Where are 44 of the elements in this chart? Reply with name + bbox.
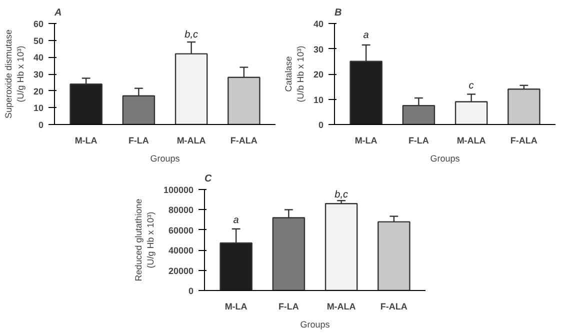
y-tick-label: 30	[33, 70, 44, 80]
chart-title: A	[54, 8, 62, 18]
y-axis-title: Reduced glutathione (U/g Hb x 10³)	[133, 198, 156, 282]
y-tick-label: 40	[33, 52, 44, 63]
x-axis-title: Groups	[300, 320, 330, 330]
x-axis-title: Groups	[430, 154, 460, 164]
y-tick-label: 40000	[168, 246, 194, 256]
y-tick-label: 20000	[168, 266, 194, 276]
y-tick-label: 60	[33, 19, 44, 29]
y-tick-label: 0	[318, 120, 324, 130]
y-tick-label: 10	[33, 103, 44, 114]
x-tick-label: M-ALA	[176, 136, 206, 146]
annotation: b,c	[184, 29, 198, 40]
y-tick-label: 40	[313, 19, 324, 29]
x-tick-label: F-LA	[408, 136, 430, 146]
x-axis-title: Groups	[150, 154, 180, 164]
x-tick-label: F-ALA	[380, 302, 408, 312]
y-axis-title: Superoxide dismutase (U/g Hb x 10³)	[3, 29, 26, 119]
x-tick-label: M-LA	[354, 136, 378, 146]
y-axis-title: Catalase (U/b Hb x 10³)	[283, 46, 306, 102]
x-tick-label: F-LA	[128, 136, 150, 146]
x-tick-label: M-LA	[74, 136, 98, 146]
x-tick-label: M-LA	[224, 302, 248, 312]
chart-title: B	[334, 8, 342, 18]
annotation: a	[233, 214, 240, 226]
annotation: b,c	[334, 190, 348, 201]
y-tick-label: 20	[33, 86, 44, 96]
y-tick-label: 10	[313, 94, 324, 105]
y-tick-label: 80000	[168, 205, 194, 216]
annotation: c	[468, 80, 474, 92]
y-tick-label: 30	[313, 44, 324, 54]
x-tick-label: M-ALA	[456, 136, 486, 146]
y-tick-label: 50	[33, 36, 44, 46]
x-tick-label: M-ALA	[326, 302, 356, 312]
x-tick-label: F-LA	[278, 302, 300, 312]
annotation: a	[363, 30, 370, 42]
x-tick-label: F-ALA	[230, 136, 258, 146]
y-tick-label: 0	[188, 286, 194, 296]
chart-title: C	[204, 174, 212, 184]
y-tick-label: 20	[313, 70, 324, 80]
x-tick-label: F-ALA	[510, 136, 538, 146]
y-tick-label: 0	[38, 120, 44, 130]
y-tick-label: 100000	[163, 185, 194, 195]
y-tick-label: 60000	[168, 225, 194, 236]
